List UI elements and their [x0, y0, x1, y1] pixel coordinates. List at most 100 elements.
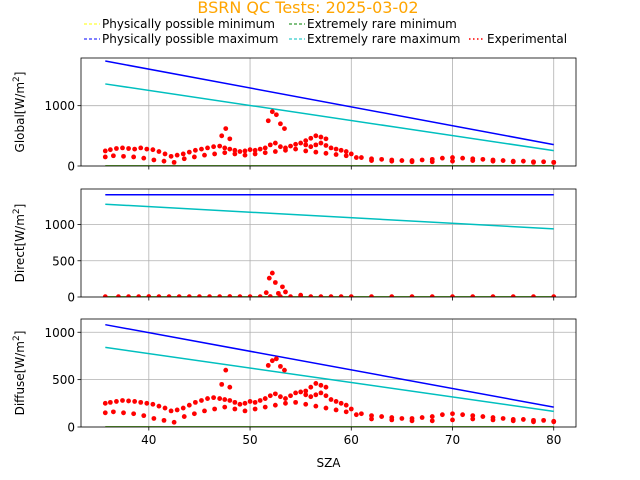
legend-entry: Physically possible minimum — [84, 17, 275, 31]
y-tick-label: 0 — [67, 291, 75, 305]
legend-entry: Experimental — [469, 32, 567, 46]
experimental-point — [107, 147, 113, 153]
y-tick-label: 0 — [67, 160, 75, 174]
experimental-point — [110, 153, 116, 159]
y-axis-label: Global[W/m2] — [12, 72, 27, 153]
experimental-point — [500, 158, 506, 163]
experimental-point — [278, 363, 283, 369]
experimental-point — [541, 417, 547, 423]
experimental-point — [227, 146, 233, 152]
experimental-point — [531, 419, 536, 425]
experimental-point — [275, 290, 281, 296]
experimental-point — [480, 414, 486, 419]
figure-title: BSRN QC Tests: 2025-03-02 — [197, 0, 418, 17]
experimental-point — [242, 148, 248, 154]
experimental-point — [510, 418, 516, 424]
experimental-point — [120, 398, 125, 403]
experimental-point — [222, 404, 228, 410]
experimental-point — [202, 152, 207, 158]
experimental-point — [114, 146, 119, 151]
experimental-point — [262, 150, 268, 156]
experimental-point — [308, 144, 314, 150]
experimental-point — [174, 407, 180, 413]
x-axis-label: SZA — [316, 456, 341, 470]
experimental-point — [343, 402, 349, 408]
experimental-point — [308, 394, 314, 400]
experimental-point — [328, 397, 334, 402]
experimental-point — [303, 138, 309, 144]
legend-entry: Extremely rare maximum — [289, 32, 460, 46]
experimental-point — [358, 411, 364, 417]
experimental-point — [531, 294, 536, 297]
experimental-point — [343, 409, 349, 415]
experimental-point — [333, 146, 339, 152]
experimental-point — [186, 149, 192, 155]
experimental-point — [419, 157, 425, 163]
experimental-point — [450, 417, 455, 423]
experimental-point — [162, 151, 168, 157]
experimental-point — [470, 413, 476, 419]
experimental-point — [265, 118, 271, 124]
experimental-point — [211, 395, 217, 401]
experimental-point — [293, 390, 299, 396]
experimental-point — [132, 146, 138, 152]
experimental-point — [144, 400, 150, 406]
experimental-point — [308, 135, 314, 141]
legend-label: Physically possible minimum — [102, 17, 275, 31]
y-tick-label: 1000 — [44, 218, 75, 232]
experimental-point — [102, 400, 108, 406]
experimental-point — [409, 294, 415, 297]
experimental-point — [174, 152, 180, 158]
experimental-point — [303, 142, 309, 148]
experimental-point — [262, 404, 268, 410]
experimental-point — [272, 140, 278, 146]
experimental-point — [450, 411, 455, 417]
experimental-point — [242, 408, 248, 414]
axes-frame — [80, 318, 577, 428]
y-tick-label: 0 — [67, 421, 75, 435]
legend-entry: Extremely rare minimum — [289, 17, 457, 31]
experimental-point — [338, 147, 344, 153]
experimental-point — [470, 158, 476, 163]
experimental-point — [541, 159, 547, 165]
experimental-point — [490, 158, 496, 164]
direct-panel: 0 500 1000 Direct[W/m2] — [12, 188, 577, 305]
experimental-point — [151, 157, 157, 163]
experimental-point — [199, 398, 204, 403]
experimental-point — [232, 406, 238, 412]
rare-max-line — [105, 83, 554, 152]
experimental-point — [227, 398, 233, 403]
experimental-point — [269, 109, 275, 115]
diffuse-panel: 40 50 60 70 80 0 500 1000 Diffuse[W/m2] SZA — [12, 318, 577, 470]
experimental-point — [257, 146, 263, 152]
experimental-point — [116, 294, 121, 297]
experimental-point — [197, 294, 202, 297]
experimental-point — [136, 294, 142, 297]
experimental-point — [219, 381, 225, 387]
experimental-point — [180, 405, 186, 411]
x-tick-label: 50 — [242, 433, 257, 447]
experimental-point — [242, 400, 248, 406]
experimental-point — [313, 403, 319, 409]
experimental-point — [369, 294, 374, 297]
experimental-point — [141, 413, 147, 419]
experimental-point — [144, 146, 150, 152]
experimental-point — [237, 149, 243, 154]
experimental-point — [257, 398, 263, 403]
experimental-point — [171, 419, 177, 425]
rare-max-line — [105, 203, 554, 230]
experimental-point — [429, 414, 435, 419]
y-tick-label: 1000 — [44, 326, 75, 340]
experimental-point — [551, 294, 557, 297]
experimental-point — [212, 151, 218, 157]
experimental-point — [252, 147, 258, 153]
experimental-point — [429, 294, 435, 297]
experimental-point — [429, 159, 435, 165]
series-group — [102, 323, 557, 427]
experimental-point — [267, 393, 273, 399]
experimental-point — [379, 414, 385, 419]
experimental-point — [313, 133, 319, 139]
legend-entry: Physically possible maximum — [84, 32, 278, 46]
experimental-point — [131, 154, 137, 160]
